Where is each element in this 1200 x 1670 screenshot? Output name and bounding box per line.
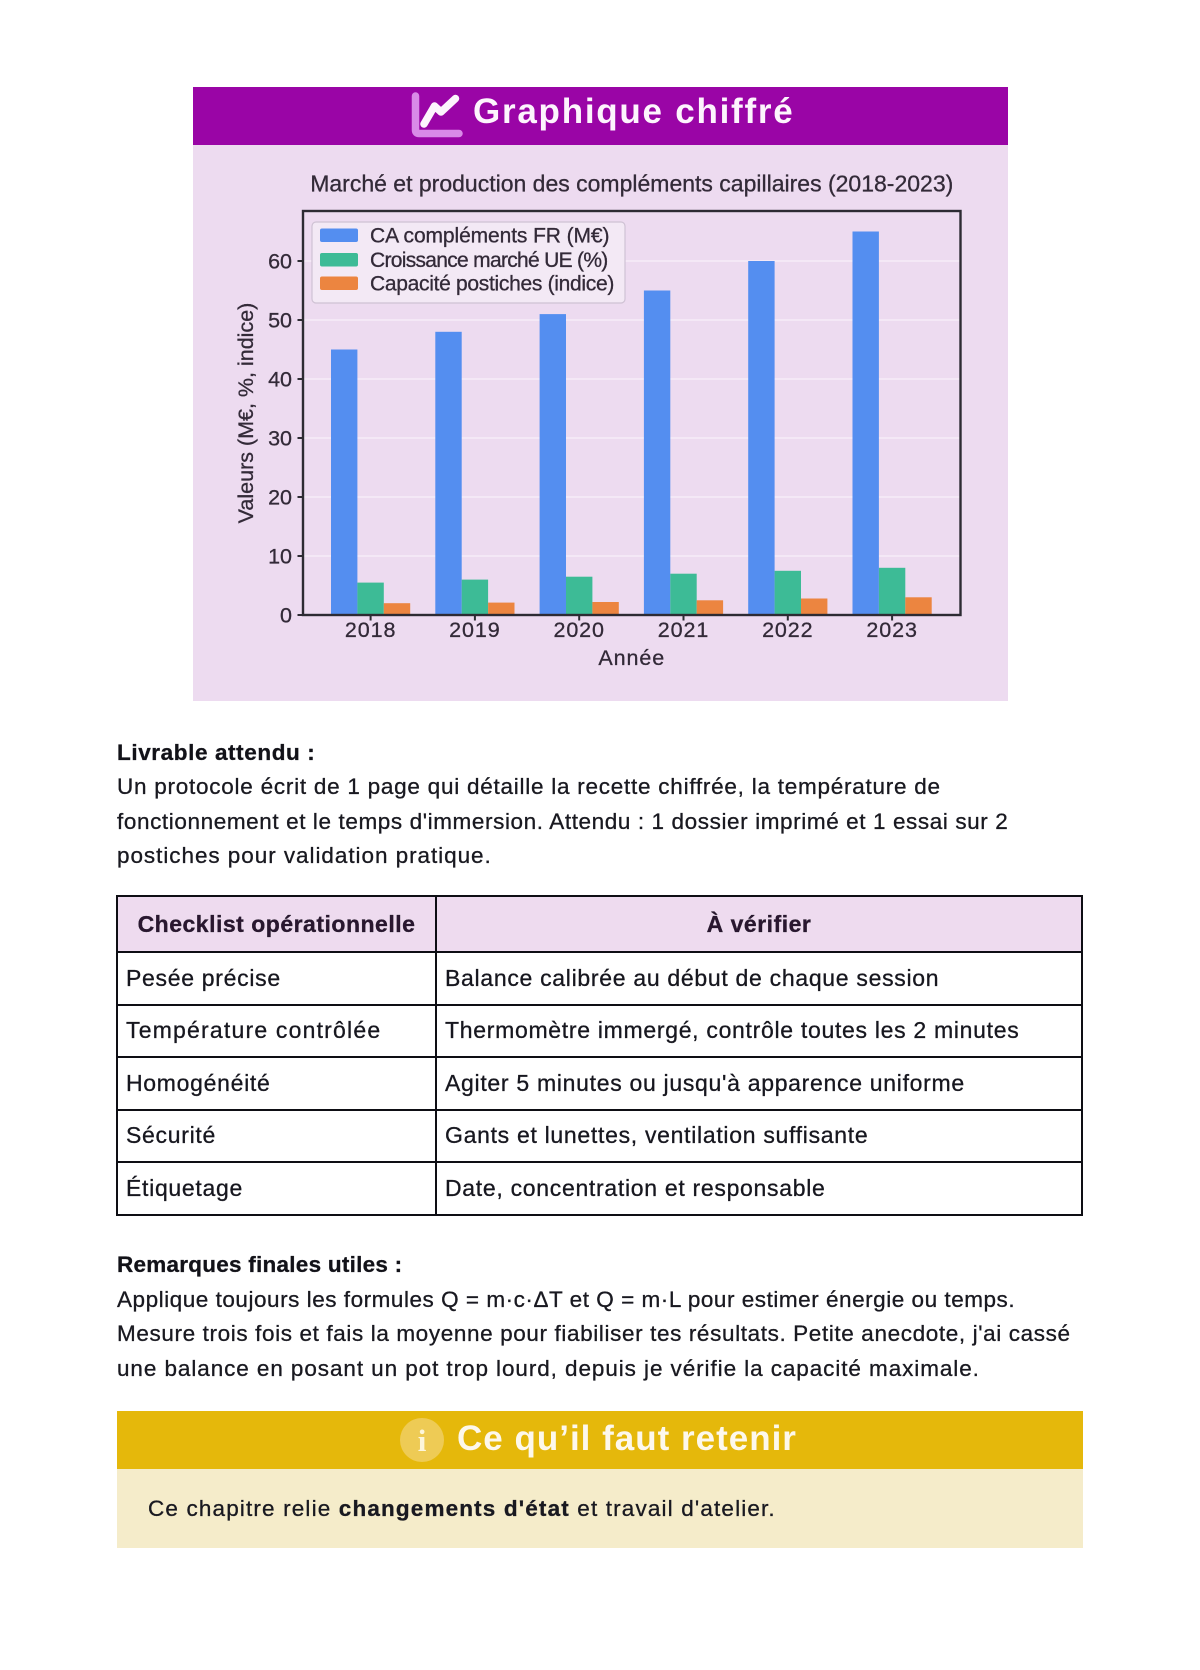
svg-text:2020: 2020 xyxy=(553,618,604,642)
svg-text:20: 20 xyxy=(268,486,292,510)
svg-text:2019: 2019 xyxy=(449,618,500,642)
svg-text:2023: 2023 xyxy=(866,618,917,642)
svg-text:2022: 2022 xyxy=(762,618,813,642)
svg-text:Valeurs (M€, %, indice): Valeurs (M€, %, indice) xyxy=(234,303,258,524)
svg-text:CA compléments FR (M€): CA compléments FR (M€) xyxy=(370,225,609,248)
svg-text:40: 40 xyxy=(268,368,292,392)
svg-text:Année: Année xyxy=(598,646,665,670)
svg-text:10: 10 xyxy=(268,545,292,569)
svg-text:50: 50 xyxy=(268,309,292,333)
svg-text:0: 0 xyxy=(280,604,292,628)
svg-text:60: 60 xyxy=(268,250,292,274)
svg-text:Marché et production des compl: Marché et production des compléments cap… xyxy=(310,171,953,197)
svg-text:2018: 2018 xyxy=(345,618,396,642)
svg-text:2021: 2021 xyxy=(658,618,709,642)
svg-text:Capacité postiches (indice): Capacité postiches (indice) xyxy=(370,273,614,296)
svg-text:Croissance marché UE (%): Croissance marché UE (%) xyxy=(370,249,608,272)
svg-text:30: 30 xyxy=(268,427,292,451)
